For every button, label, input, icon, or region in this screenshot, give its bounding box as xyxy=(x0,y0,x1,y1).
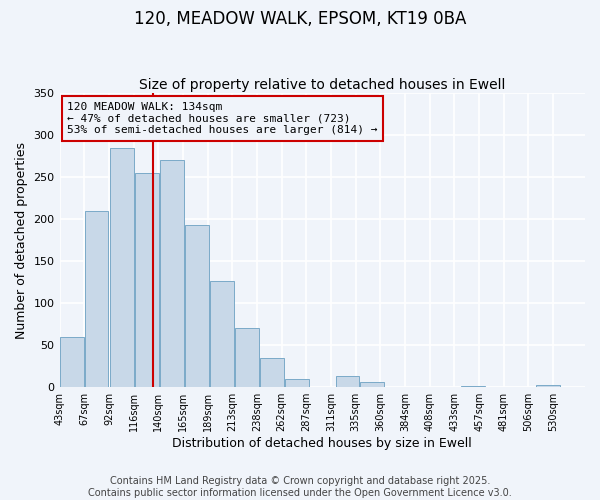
Text: 120, MEADOW WALK, EPSOM, KT19 0BA: 120, MEADOW WALK, EPSOM, KT19 0BA xyxy=(134,10,466,28)
Bar xyxy=(185,225,209,387)
Bar xyxy=(160,160,184,387)
Bar xyxy=(335,376,359,387)
Bar xyxy=(60,337,84,387)
Bar xyxy=(135,173,159,387)
Bar xyxy=(210,280,234,387)
Bar xyxy=(110,148,134,387)
X-axis label: Distribution of detached houses by size in Ewell: Distribution of detached houses by size … xyxy=(172,437,472,450)
Text: Contains HM Land Registry data © Crown copyright and database right 2025.
Contai: Contains HM Land Registry data © Crown c… xyxy=(88,476,512,498)
Title: Size of property relative to detached houses in Ewell: Size of property relative to detached ho… xyxy=(139,78,505,92)
Bar xyxy=(235,328,259,387)
Text: 120 MEADOW WALK: 134sqm
← 47% of detached houses are smaller (723)
53% of semi-d: 120 MEADOW WALK: 134sqm ← 47% of detache… xyxy=(67,102,378,135)
Bar xyxy=(360,382,384,387)
Bar xyxy=(285,379,309,387)
Bar xyxy=(536,384,560,387)
Bar xyxy=(85,211,109,387)
Y-axis label: Number of detached properties: Number of detached properties xyxy=(15,142,28,338)
Bar xyxy=(461,386,485,387)
Bar xyxy=(260,358,284,387)
